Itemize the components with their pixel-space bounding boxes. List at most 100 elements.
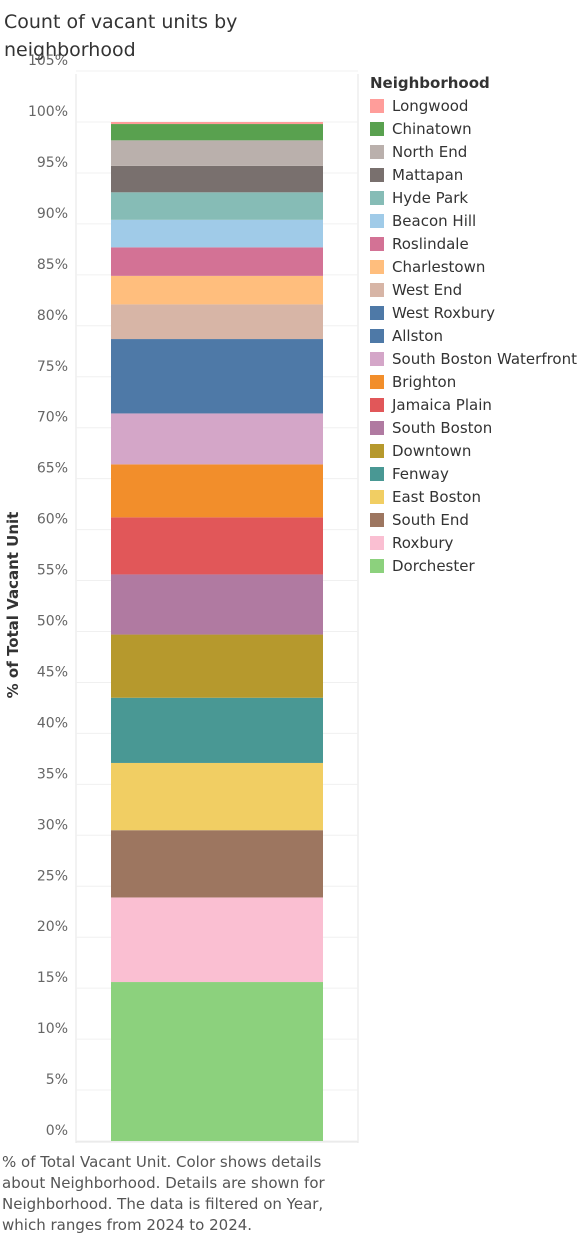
bar-segment-south-boston-waterfront[interactable]: South Boston Waterfront [111,413,323,465]
legend-swatch [370,512,384,527]
legend-item-south-boston[interactable]: South Boston [370,416,577,439]
legend-label: West Roxbury [392,303,496,322]
bar-segment-jamaica-plain[interactable]: Jamaica Plain [111,517,323,575]
legend: Neighborhood Longwood Chinatown North End M… [370,74,577,577]
bar-segment-east-boston[interactable]: East Boston [111,762,323,831]
legend-title: Neighborhood [370,74,490,92]
y-tick-label: 20% [37,919,68,935]
bar-segment-west-end[interactable]: West End [111,304,323,340]
y-tick-label: 40% [37,715,68,731]
legend-label: Downtown [392,441,472,460]
bar-segment-roslindale[interactable]: Roslindale [111,247,323,276]
legend-item-fenway[interactable]: Fenway [370,462,577,485]
bar-segment-hyde-park[interactable]: Hyde Park [111,192,323,220]
legend-item-charlestown[interactable]: Charlestown [370,255,577,278]
y-tick-label: 10% [37,1021,68,1037]
legend-label: South Boston [392,418,493,437]
legend-label: Chinatown [392,119,472,138]
legend-label: Dorchester [392,556,475,575]
legend-label: West End [392,280,463,299]
bar-segment-charlestown[interactable]: Charlestown [111,275,323,305]
legend-item-east-boston[interactable]: East Boston [370,485,577,508]
legend-label: East Boston [392,487,481,506]
legend-items: Longwood Chinatown North End Mattapan Hyde P… [370,94,577,577]
legend-item-beacon-hill[interactable]: Beacon Hill [370,209,577,232]
y-axis-label: % of Total Vacant Unit [4,512,22,699]
legend-swatch [370,351,384,366]
legend-item-south-boston-waterfront[interactable]: South Boston Waterfront [370,347,577,370]
legend-swatch [370,374,384,389]
legend-item-north-end[interactable]: North End [370,140,577,163]
bar-segment-dorchester[interactable]: Dorchester [111,982,323,1141]
legend-swatch [370,121,384,136]
bar-segment-allston[interactable]: Allston [111,339,323,414]
bar-segment-roxbury[interactable]: Roxbury [111,897,323,983]
bar-segment-north-end[interactable]: North End [111,140,323,166]
bar-segment-mattapan[interactable]: Mattapan [111,165,323,193]
legend-swatch [370,397,384,412]
legend-swatch [370,167,384,182]
legend-swatch [370,213,384,228]
legend-label: North End [392,142,468,161]
legend-swatch [370,259,384,274]
legend-label: Beacon Hill [392,211,477,230]
legend-item-brighton[interactable]: Brighton [370,370,577,393]
legend-label: Roxbury [392,533,454,552]
y-tick-label: 95% [37,155,68,171]
y-tick-label: 85% [37,257,68,273]
y-tick-label: 80% [37,308,68,324]
legend-item-west-roxbury[interactable]: West Roxbury [370,301,577,324]
bar-segment-brighton[interactable]: Brighton [111,464,323,518]
legend-swatch [370,236,384,251]
legend-label: Roslindale [392,234,469,253]
legend-item-allston[interactable]: Allston [370,324,577,347]
bar-segment-south-boston[interactable]: South Boston [111,574,323,635]
legend-swatch [370,535,384,550]
legend-swatch [370,98,384,113]
legend-swatch [370,328,384,343]
y-tick-label: 50% [37,614,68,630]
legend-item-dorchester[interactable]: Dorchester [370,554,577,577]
legend-label: Jamaica Plain [392,395,492,414]
legend-swatch [370,558,384,573]
legend-item-hyde-park[interactable]: Hyde Park [370,186,577,209]
y-tick-label: 55% [37,563,68,579]
legend-item-west-end[interactable]: West End [370,278,577,301]
legend-label: Hyde Park [392,188,469,207]
bar-segment-fenway[interactable]: Fenway [111,697,323,763]
legend-item-roslindale[interactable]: Roslindale [370,232,577,255]
legend-item-downtown[interactable]: Downtown [370,439,577,462]
chart-caption: % of Total Vacant Unit. Color shows deta… [2,1153,325,1234]
legend-swatch [370,489,384,504]
y-tick-label: 70% [37,410,68,426]
y-tick-label: 45% [37,664,68,680]
y-tick-label: 60% [37,512,68,528]
legend-item-jamaica-plain[interactable]: Jamaica Plain [370,393,577,416]
bar-segment-longwood[interactable]: Longwood [111,122,323,125]
chart-title: Count of vacant units by neighborhood [4,11,238,61]
legend-label: Brighton [392,372,457,391]
bar-segment-south-end[interactable]: South End [111,830,323,898]
bar-segment-beacon-hill[interactable]: Beacon Hill [111,219,323,248]
legend-item-south-end[interactable]: South End [370,508,577,531]
legend-label: Charlestown [392,257,486,276]
legend-item-mattapan[interactable]: Mattapan [370,163,577,186]
legend-swatch [370,466,384,481]
y-tick-label: 25% [37,868,68,884]
bar-segment-chinatown[interactable]: Chinatown [111,124,323,141]
legend-swatch [370,190,384,205]
y-tick-label: 0% [46,1123,68,1139]
legend-label: Fenway [392,464,449,483]
y-tick-label: 5% [46,1072,68,1088]
legend-swatch [370,305,384,320]
legend-item-longwood[interactable]: Longwood [370,94,577,117]
legend-label: South End [392,510,469,529]
legend-item-roxbury[interactable]: Roxbury [370,531,577,554]
legend-swatch [370,420,384,435]
legend-label: Longwood [392,96,469,115]
legend-swatch [370,144,384,159]
bar-segment-downtown[interactable]: Downtown [111,634,323,698]
y-tick-label: 35% [37,766,68,782]
legend-item-chinatown[interactable]: Chinatown [370,117,577,140]
y-tick-label: 105% [28,53,68,69]
